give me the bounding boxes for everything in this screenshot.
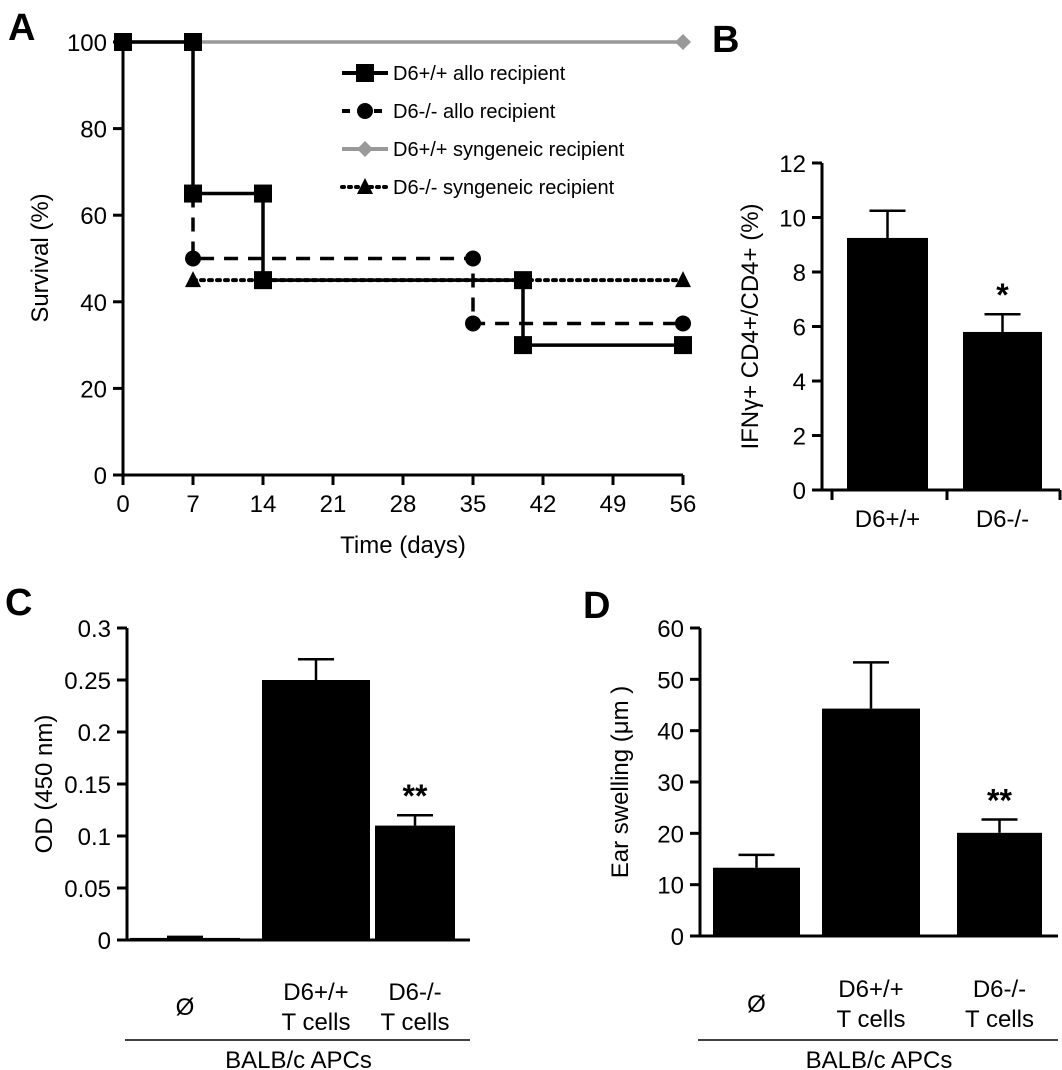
x-tick-label: 0 bbox=[116, 491, 129, 518]
significance-marker: ** bbox=[987, 782, 1012, 818]
y-tick-label: 100 bbox=[67, 30, 107, 57]
data-point-square bbox=[114, 33, 132, 51]
significance-marker: ** bbox=[403, 778, 428, 814]
x-tick-label: 42 bbox=[530, 491, 557, 518]
y-axis-label: Survival (%) bbox=[27, 193, 54, 322]
y-tick-label: 0 bbox=[671, 924, 684, 951]
x-tick-label: Ø bbox=[747, 991, 766, 1018]
group-label: BALB/c APCs bbox=[806, 1047, 953, 1070]
x-tick-label: 7 bbox=[186, 491, 199, 518]
bar bbox=[963, 331, 1042, 490]
y-tick-label: 10 bbox=[657, 873, 684, 900]
x-tick-label: 14 bbox=[250, 491, 277, 518]
y-tick-label: 0.1 bbox=[78, 824, 111, 851]
bar bbox=[130, 937, 240, 940]
x-tick-label: 49 bbox=[600, 491, 627, 518]
y-tick-label: 0.05 bbox=[64, 876, 111, 903]
x-tick-label: D6+/+ bbox=[855, 506, 920, 533]
y-tick-label: 0.2 bbox=[78, 720, 111, 747]
legend-entry: D6-/- allo recipient bbox=[393, 101, 556, 123]
y-tick-label: 6 bbox=[793, 315, 806, 342]
y-tick-label: 60 bbox=[80, 203, 107, 230]
group-label: BALB/c APCs bbox=[225, 1047, 372, 1070]
y-tick-label: 20 bbox=[657, 821, 684, 848]
y-tick-label: 20 bbox=[80, 376, 107, 403]
x-tick-label: T cells bbox=[837, 1006, 906, 1033]
y-tick-label: 40 bbox=[657, 719, 684, 746]
data-point-square bbox=[674, 336, 692, 355]
x-tick-label: 21 bbox=[320, 491, 347, 518]
data-point-circle bbox=[465, 250, 481, 267]
x-tick-label: D6-/- bbox=[388, 979, 441, 1006]
y-tick-label: 0.15 bbox=[64, 772, 111, 799]
legend-marker-square bbox=[356, 64, 374, 82]
x-tick-label: Ø bbox=[176, 994, 195, 1021]
y-tick-label: 2 bbox=[793, 424, 806, 451]
y-tick-label: 10 bbox=[779, 206, 806, 233]
data-point-triangle bbox=[185, 271, 201, 288]
y-tick-label: 0.25 bbox=[64, 668, 111, 695]
x-tick-label: 28 bbox=[390, 491, 417, 518]
y-tick-label: 50 bbox=[657, 667, 684, 694]
y-tick-label: 0.3 bbox=[78, 616, 111, 643]
legend-entry: D6+/+ syngeneic recipient bbox=[393, 139, 625, 161]
data-point-circle bbox=[465, 315, 481, 332]
x-tick-label: T cells bbox=[965, 1006, 1034, 1033]
panel-label-C: C bbox=[5, 582, 32, 624]
bar bbox=[713, 867, 800, 936]
y-tick-label: 4 bbox=[793, 369, 806, 396]
y-axis-label: Ear swelling (μm ) bbox=[607, 686, 634, 879]
bar bbox=[375, 825, 455, 940]
data-point-triangle bbox=[675, 271, 691, 288]
data-point-square bbox=[184, 33, 202, 51]
y-tick-label: 0 bbox=[94, 463, 107, 490]
y-tick-label: 8 bbox=[793, 260, 806, 287]
y-tick-label: 80 bbox=[80, 117, 107, 144]
y-tick-label: 0 bbox=[98, 928, 111, 955]
y-axis-label: OD (450 nm) bbox=[31, 715, 58, 854]
y-tick-label: 60 bbox=[657, 616, 684, 643]
x-axis-label: Time (days) bbox=[340, 532, 466, 559]
series-line-1 bbox=[191, 193, 683, 326]
panel-label-B: B bbox=[712, 19, 739, 61]
bar bbox=[262, 680, 370, 940]
x-tick-label: D6-/- bbox=[973, 976, 1026, 1003]
series-line-0 bbox=[123, 40, 683, 347]
bar bbox=[957, 832, 1042, 936]
panel-label-D: D bbox=[583, 585, 610, 627]
x-tick-label: T cells bbox=[282, 1009, 351, 1036]
significance-marker: * bbox=[996, 277, 1009, 313]
y-tick-label: 0 bbox=[793, 478, 806, 505]
legend-marker-triangle bbox=[357, 178, 373, 194]
y-tick-label: 40 bbox=[80, 290, 107, 317]
data-point-square bbox=[254, 184, 272, 203]
y-axis-label: IFNγ+ CD4+/CD4+ (%) bbox=[737, 203, 764, 449]
legend-marker-circle bbox=[357, 103, 373, 119]
x-tick-label: T cells bbox=[381, 1009, 450, 1036]
bar bbox=[822, 708, 920, 936]
legend-entry: D6+/+ allo recipient bbox=[393, 63, 566, 85]
x-tick-label: D6+/+ bbox=[838, 976, 903, 1003]
x-tick-label: 56 bbox=[670, 491, 697, 518]
y-tick-label: 30 bbox=[657, 770, 684, 797]
x-tick-label: D6+/+ bbox=[283, 979, 348, 1006]
panel-label-A: A bbox=[8, 7, 35, 49]
legend-marker-diamond bbox=[357, 141, 373, 157]
data-point-square bbox=[254, 271, 272, 290]
data-point-diamond bbox=[675, 34, 691, 50]
x-tick-label: D6-/- bbox=[976, 506, 1029, 533]
x-tick-label: 35 bbox=[460, 491, 487, 518]
data-point-square bbox=[514, 271, 532, 290]
bar bbox=[847, 237, 928, 490]
data-point-circle bbox=[675, 315, 691, 332]
data-point-circle bbox=[185, 250, 201, 267]
data-point-square bbox=[514, 336, 532, 355]
legend-entry: D6-/- syngeneic recipient bbox=[393, 177, 615, 199]
y-tick-label: 12 bbox=[779, 151, 806, 178]
data-point-square bbox=[184, 184, 202, 203]
